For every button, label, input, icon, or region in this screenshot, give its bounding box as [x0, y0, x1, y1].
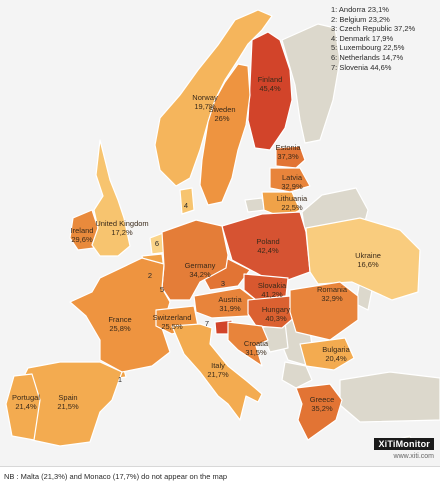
legend-item: 5: Luxembourg 22,5%: [331, 43, 405, 53]
country-value-finland: 45,4%: [259, 84, 281, 93]
map-legend: 1: Andorra 23,1% 2: Belgium 23,2% 3: Czech…: [331, 5, 415, 72]
country-value-romania: 32,9%: [321, 294, 343, 303]
country-italy[interactable]: [171, 323, 263, 421]
country-value-croatia: 31,5%: [245, 348, 267, 357]
map-footnote: NB : Malta (21,3%) and Monaco (17,7%) do…: [4, 472, 228, 481]
country-value-hungary: 40,3%: [265, 314, 287, 323]
country-norway[interactable]: [154, 9, 273, 187]
europe-map: 1 2 3 4 5 6 7 Finland 45,4% Norway 19,7% Sweden 26% E…: [0, 0, 440, 467]
kaliningrad-region: [244, 197, 266, 213]
country-key-netherlands: 6: [155, 239, 159, 248]
country-uk[interactable]: [91, 139, 131, 257]
country-key-czech: 3: [221, 279, 225, 288]
country-latvia[interactable]: [269, 167, 311, 193]
country-greece[interactable]: [295, 383, 343, 441]
country-name-france: France: [108, 315, 131, 324]
country-value-latvia: 32,9%: [281, 182, 303, 191]
russia-region: [281, 23, 341, 144]
country-name-slovakia: Slovakia: [258, 281, 287, 290]
country-value-norway: 19,7%: [194, 102, 216, 111]
country-name-estonia: Estonia: [275, 143, 301, 152]
country-name-hungary: Hungary: [262, 305, 291, 314]
country-value-spain: 21,5%: [57, 402, 79, 411]
country-denmark[interactable]: [179, 187, 195, 215]
country-value-switzerland: 25,5%: [161, 322, 183, 331]
country-name-ireland: Ireland: [71, 226, 94, 235]
country-value-france: 25,8%: [109, 324, 131, 333]
country-name-romania: Romania: [317, 285, 348, 294]
country-ukraine[interactable]: [305, 217, 421, 301]
legend-item: 7: Slovenia 44,6%: [331, 62, 392, 72]
country-croatia[interactable]: [227, 321, 269, 367]
legend-item: 2: Belgium 23,2%: [331, 14, 390, 24]
legend-item: 4: Denmark 17,9%: [331, 33, 394, 43]
country-name-ukraine: Ukraine: [355, 251, 381, 260]
country-name-switzerland: Switzerland: [153, 313, 192, 322]
country-name-norway: Norway: [192, 93, 218, 102]
country-name-spain: Spain: [58, 393, 77, 402]
countries-layer: [5, 9, 421, 447]
country-name-greece: Greece: [310, 395, 335, 404]
country-france[interactable]: [69, 257, 171, 373]
country-value-greece: 35,2%: [311, 404, 333, 413]
country-name-italy: Italy: [211, 361, 225, 370]
country-name-latvia: Latvia: [282, 173, 303, 182]
country-key-denmark: 4: [184, 201, 188, 210]
country-value-austria: 31,9%: [219, 304, 241, 313]
country-name-austria: Austria: [218, 295, 242, 304]
country-romania[interactable]: [289, 281, 359, 341]
country-value-italy: 21,7%: [207, 370, 229, 379]
balkans-south-region: [281, 361, 313, 389]
country-name-sweden: Sweden: [208, 105, 235, 114]
country-value-ireland: 29,6%: [71, 235, 93, 244]
country-name-finland: Finland: [258, 75, 283, 84]
country-key-belgium: 2: [148, 271, 152, 280]
country-value-ukraine: 16,6%: [357, 260, 379, 269]
country-name-lithuania: Lithuania: [277, 194, 308, 203]
country-name-uk: United Kingdom: [95, 219, 148, 228]
country-sweden[interactable]: [199, 63, 251, 206]
country-portugal[interactable]: [5, 373, 41, 441]
country-value-bulgaria: 20,4%: [325, 354, 347, 363]
country-name-poland: Poland: [256, 237, 279, 246]
country-key-andorra: 1: [118, 375, 122, 384]
country-value-slovakia: 41,2%: [261, 290, 283, 299]
brand-url: www.xiti.com: [393, 453, 434, 460]
brand-title: XiTiMonitor: [374, 438, 434, 450]
legend-item: 1: Andorra 23,1%: [331, 5, 389, 14]
country-value-sweden: 26%: [214, 114, 229, 123]
country-austria[interactable]: [193, 287, 257, 319]
country-value-estonia: 37,3%: [277, 152, 299, 161]
legend-item: 6: Netherlands 14,7%: [331, 52, 404, 62]
brand-logo: XiTiMonitor www.xiti.com: [374, 434, 434, 460]
country-name-germany: Germany: [185, 261, 216, 270]
country-name-croatia: Croatia: [244, 339, 269, 348]
country-key-slovenia: 7: [205, 319, 209, 328]
legend-item: 3: Czech Republic 37,2%: [331, 24, 416, 34]
country-estonia[interactable]: [275, 145, 306, 169]
country-value-portugal: 21,4%: [15, 402, 37, 411]
country-bulgaria[interactable]: [299, 337, 355, 371]
country-key-luxembourg: 5: [160, 285, 164, 294]
country-name-bulgaria: Bulgaria: [322, 345, 350, 354]
turkey-region: [339, 371, 440, 423]
country-name-portugal: Portugal: [12, 393, 40, 402]
country-value-germany: 34,2%: [189, 270, 211, 279]
country-value-poland: 42,4%: [257, 246, 279, 255]
country-value-lithuania: 22,5%: [281, 203, 303, 212]
country-value-uk: 17,2%: [111, 228, 133, 237]
